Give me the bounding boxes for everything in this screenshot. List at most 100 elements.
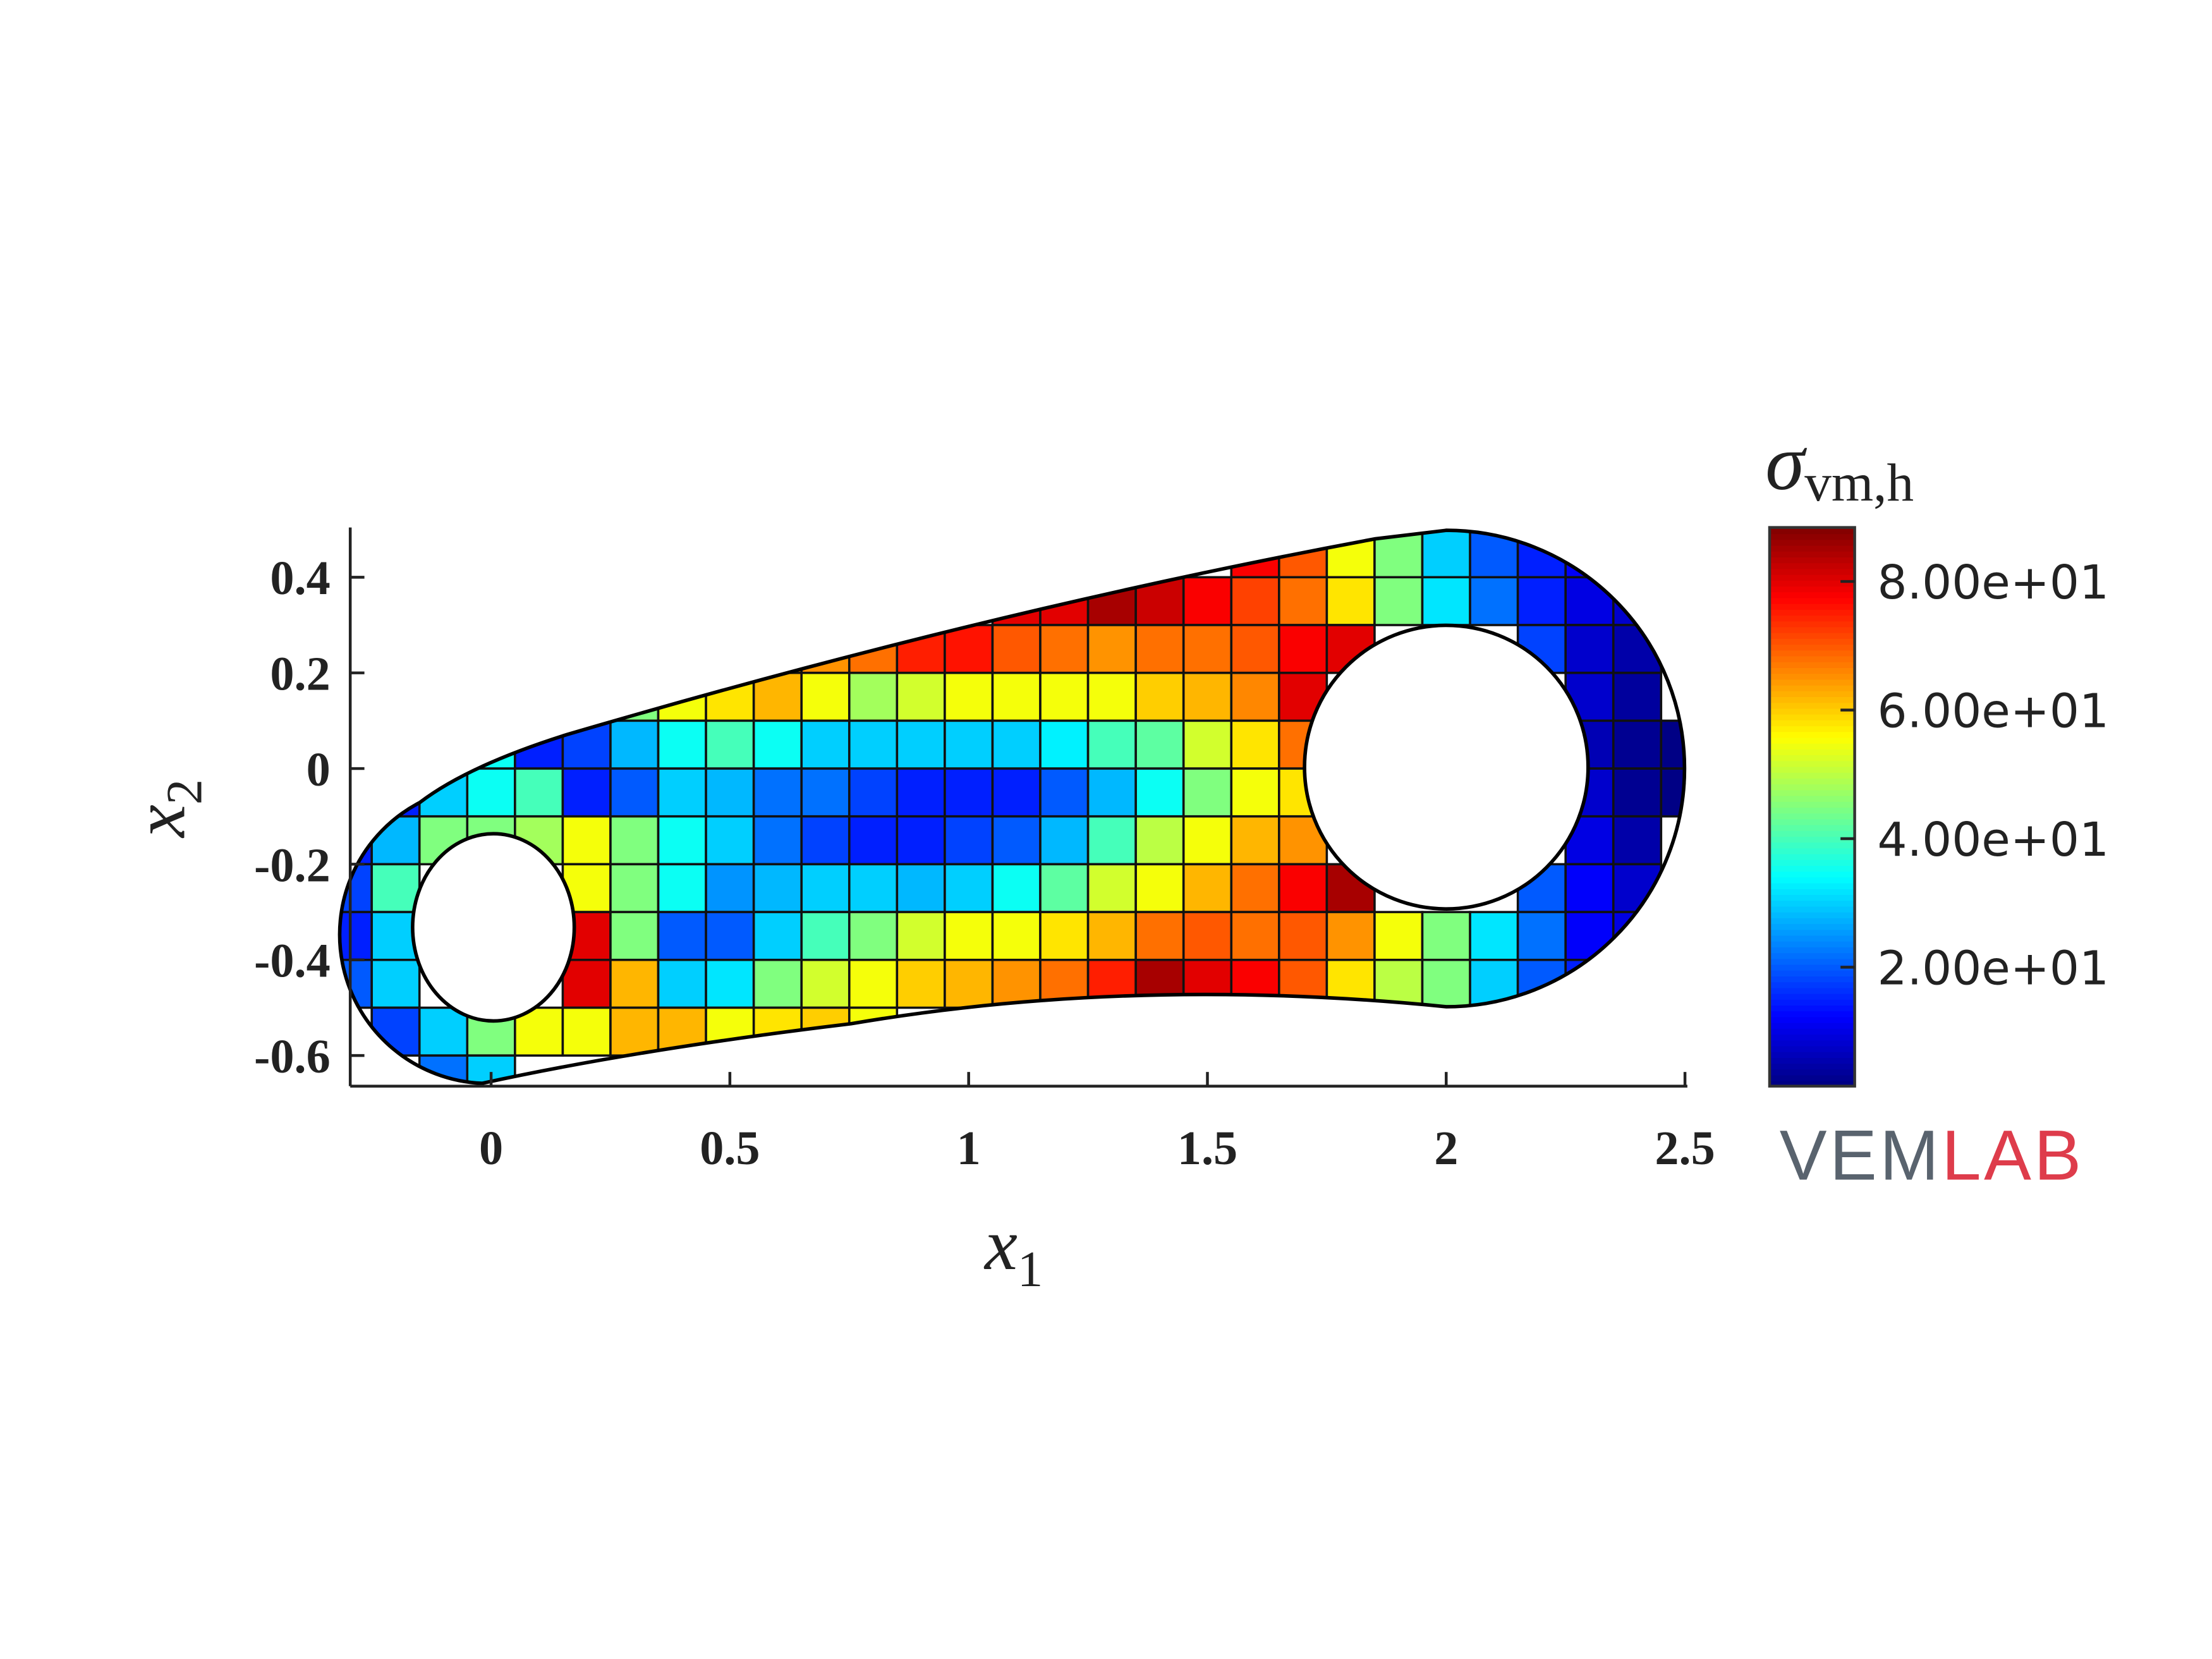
mesh-cell (1230, 624, 1280, 674)
mesh-cell (1134, 767, 1185, 818)
colorbar-swatch (1770, 923, 1855, 930)
mesh-cell (1278, 767, 1328, 818)
mesh-cell (752, 767, 803, 818)
colorbar-swatch (1770, 877, 1855, 884)
colorbar-swatch (1770, 760, 1855, 767)
mesh-cell (561, 815, 612, 866)
mesh-cell (991, 767, 1042, 818)
mesh-cell (1564, 671, 1615, 722)
colorbar-swatch (1770, 731, 1855, 738)
mesh-cell (466, 767, 516, 818)
colorbar-swatch (1770, 643, 1855, 651)
colorbar-swatch (1770, 667, 1855, 674)
colorbar-swatch (1770, 597, 1855, 604)
logo-second: LAB (1942, 1115, 2084, 1195)
x-tick-label: 1.5 (1177, 1121, 1237, 1175)
mesh-cell (944, 863, 994, 913)
colorbar-swatch (1770, 696, 1855, 703)
mesh-cell (609, 958, 660, 1009)
colorbar-swatch (1770, 1028, 1855, 1035)
logo: VEMLAB (1780, 1115, 2084, 1195)
mesh-cell (370, 958, 421, 1009)
mesh-cell (1230, 958, 1280, 1009)
y-axis-label: x2 (119, 779, 213, 839)
logo-first: VEM (1780, 1115, 1942, 1195)
mesh-cell (609, 863, 660, 913)
colorbar-subscript: vm,h (1804, 453, 1914, 513)
mesh-cell (1086, 671, 1137, 722)
mesh-cell (1278, 624, 1328, 674)
colorbar-swatch (1770, 888, 1855, 896)
colorbar-swatch (1770, 603, 1855, 610)
mesh-cell (1469, 576, 1519, 626)
colorbar-swatch (1770, 690, 1855, 697)
mesh-cell (1325, 911, 1376, 961)
mesh-cell (1421, 576, 1471, 626)
colorbar-swatch (1770, 899, 1855, 907)
mesh-cell (1612, 576, 1663, 626)
mesh-cell (1182, 671, 1233, 722)
mesh-cell (848, 671, 899, 722)
mesh-cell (657, 958, 707, 1009)
colorbar-swatch (1770, 952, 1855, 959)
mesh-cell (370, 1006, 421, 1057)
colorbar (1770, 527, 1855, 1087)
colorbar-swatch (1770, 719, 1855, 727)
mesh-cell (1086, 863, 1137, 913)
colorbar-swatch (1770, 911, 1855, 918)
mesh-cell (896, 863, 946, 913)
x-tick-label: 0 (479, 1121, 503, 1175)
colorbar-swatch (1770, 649, 1855, 657)
mesh-cell (1086, 767, 1137, 818)
mesh-cell (991, 719, 1042, 770)
mesh-cell (1278, 815, 1328, 866)
mesh-cell (1086, 911, 1137, 961)
colorbar-swatch (1770, 1010, 1855, 1018)
mesh-cell (1564, 863, 1615, 913)
colorbar-swatch (1770, 562, 1855, 569)
mesh-cell (1421, 958, 1471, 1009)
mesh-cell (1612, 671, 1663, 722)
mesh-cell (561, 958, 612, 1009)
colorbar-swatch (1770, 958, 1855, 965)
mesh-cell (418, 1006, 469, 1057)
colorbar-swatch (1770, 859, 1855, 866)
mesh-cell (848, 719, 899, 770)
mesh-cell (609, 815, 660, 866)
mesh-cell (800, 863, 851, 913)
colorbar-swatch (1770, 585, 1855, 593)
mesh-cell (1230, 671, 1280, 722)
mesh-cell (705, 719, 755, 770)
colorbar-swatch (1770, 841, 1855, 849)
colorbar-swatch (1770, 935, 1855, 942)
mesh-cell (370, 863, 421, 913)
mesh-cell (1039, 624, 1090, 674)
mesh-cell (848, 863, 899, 913)
mesh-cell (1469, 911, 1519, 961)
mesh-cell (752, 719, 803, 770)
mesh-cell (1086, 958, 1137, 1009)
colorbar-swatch (1770, 987, 1855, 994)
mesh-cell (609, 767, 660, 818)
colorbar-swatch (1770, 772, 1855, 779)
mesh-cell (800, 1006, 851, 1057)
mesh-cell (1325, 530, 1376, 579)
mesh-cell (1516, 530, 1567, 579)
colorbar-swatch (1770, 969, 1855, 976)
mesh-cell (705, 815, 755, 866)
mesh-cell (657, 911, 707, 961)
colorbar-swatch (1770, 836, 1855, 843)
mesh-cell (705, 863, 755, 913)
mesh-cell (991, 863, 1042, 913)
colorbar-swatch (1770, 748, 1855, 756)
mesh-cell (944, 815, 994, 866)
colorbar-swatch (1770, 993, 1855, 1000)
mesh-cell (1612, 767, 1663, 818)
colorbar-swatch (1770, 812, 1855, 820)
y-tick-label: -0.6 (254, 1030, 331, 1083)
x-label-subscript: 1 (1018, 1241, 1043, 1297)
mesh-cell (1230, 911, 1280, 961)
colorbar-swatch (1770, 801, 1855, 808)
colorbar-swatch (1770, 1062, 1855, 1070)
